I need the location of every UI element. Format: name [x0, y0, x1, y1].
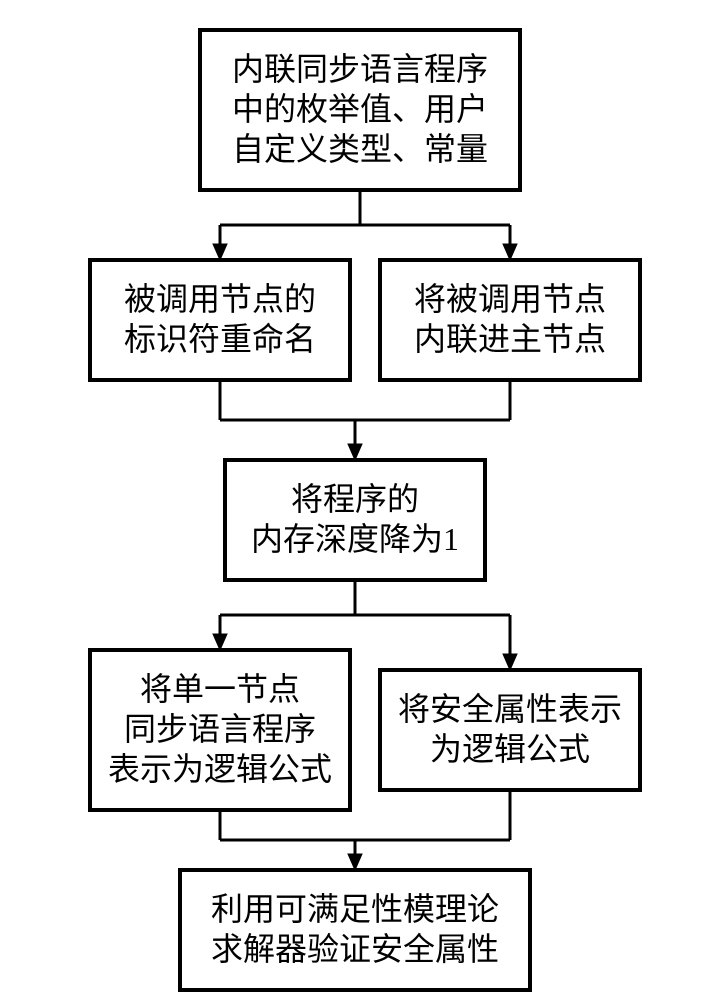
flow-node-text: 标识符重命名 [124, 321, 316, 357]
flow-node-text: 将程序的 [291, 481, 419, 517]
flow-node: 内联同步语言程序中的枚举值、用户自定义类型、常量 [200, 30, 520, 190]
flow-node-text: 为逻辑公式 [430, 731, 590, 767]
flow-node-text: 表示为逻辑公式 [108, 751, 332, 787]
flow-node-text: 求解器验证安全属性 [211, 931, 499, 967]
flow-node-text: 中的枚举值、用户 [232, 91, 488, 127]
flow-node-text: 同步语言程序 [124, 711, 316, 747]
flowchart: 内联同步语言程序中的枚举值、用户自定义类型、常量被调用节点的标识符重命名将被调用… [0, 0, 707, 1000]
flow-node: 将被调用节点内联进主节点 [380, 260, 640, 380]
flow-node: 将单一节点同步语言程序表示为逻辑公式 [90, 650, 350, 810]
flow-node-text: 将安全属性表示 [398, 691, 622, 727]
flow-node-text: 利用可满足性模理论 [211, 891, 499, 927]
flow-node: 将安全属性表示为逻辑公式 [380, 670, 640, 790]
flow-node: 被调用节点的标识符重命名 [90, 260, 350, 380]
flow-node-text: 自定义类型、常量 [232, 131, 488, 167]
flow-node-text: 内联进主节点 [414, 321, 606, 357]
flow-node: 将程序的内存深度降为1 [225, 460, 485, 580]
flow-node-text: 被调用节点的 [124, 281, 316, 317]
flow-node: 利用可满足性模理论求解器验证安全属性 [180, 870, 530, 990]
flow-node-text: 内存深度降为1 [251, 521, 459, 557]
flow-node-text: 内联同步语言程序 [232, 51, 488, 87]
flow-node-text: 将被调用节点 [414, 281, 606, 317]
flow-node-text: 将单一节点 [140, 671, 300, 707]
